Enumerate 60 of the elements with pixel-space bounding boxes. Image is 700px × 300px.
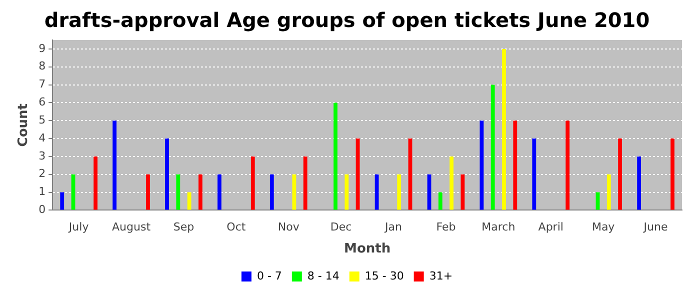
bar — [618, 138, 622, 210]
bar — [60, 192, 64, 210]
bar — [334, 102, 338, 210]
bar — [450, 156, 454, 210]
bar — [606, 174, 611, 210]
x-tick-label: Feb — [436, 220, 456, 234]
bar — [566, 120, 570, 210]
bar — [490, 84, 495, 210]
bar — [112, 120, 117, 210]
bar — [176, 174, 180, 210]
bar — [94, 156, 98, 210]
x-tick-label: Oct — [226, 220, 246, 234]
bar — [250, 156, 255, 210]
y-tick-label: 0 — [38, 203, 46, 216]
y-tick-label: 1 — [38, 185, 46, 198]
bar — [356, 138, 360, 210]
bar — [218, 174, 222, 210]
bar — [502, 48, 506, 210]
x-tick-label: June — [642, 220, 668, 234]
x-tick-label: Nov — [278, 220, 300, 234]
bar — [303, 156, 308, 210]
y-axis-title: Count — [16, 104, 32, 147]
bar — [513, 120, 518, 210]
y-tick-label: 6 — [38, 96, 46, 109]
bar — [292, 174, 296, 210]
bar — [198, 174, 202, 210]
x-tick-label: Jan — [384, 220, 402, 234]
bar — [408, 138, 412, 210]
bar — [146, 174, 150, 210]
bar — [344, 174, 349, 210]
x-axis-title: Month — [344, 242, 391, 257]
y-tick-label: 3 — [38, 149, 46, 162]
x-tick-label: Sep — [173, 220, 194, 234]
bar — [480, 120, 484, 210]
bar — [374, 174, 379, 210]
bar — [270, 174, 274, 210]
x-tick-label: Dec — [330, 220, 352, 234]
chart-title: drafts-approval Age groups of open tickets June 2010 — [44, 8, 650, 32]
y-tick-label: 2 — [38, 167, 46, 180]
legend-label: 0 - 7 — [256, 269, 282, 282]
bar — [637, 156, 642, 210]
bar — [532, 138, 536, 210]
y-tick-label: 5 — [38, 113, 46, 126]
bar — [670, 138, 674, 210]
y-tick-label: 7 — [38, 78, 46, 91]
x-tick-label: March — [482, 220, 516, 234]
x-tick-label: May — [592, 220, 616, 234]
legend-label: 31+ — [429, 269, 453, 282]
bar — [460, 174, 465, 210]
bar — [397, 174, 402, 210]
bar — [438, 192, 442, 210]
y-tick-label: 4 — [38, 131, 46, 144]
bar — [165, 138, 169, 210]
y-tick-label: 9 — [38, 42, 46, 55]
legend-label: 8 - 14 — [307, 269, 340, 282]
y-tick-label: 8 — [38, 60, 46, 73]
legend-label: 15 - 30 — [364, 269, 404, 282]
x-tick-label: July — [68, 220, 90, 234]
x-tick-label: April — [538, 220, 564, 234]
x-tick-label: August — [112, 220, 152, 234]
